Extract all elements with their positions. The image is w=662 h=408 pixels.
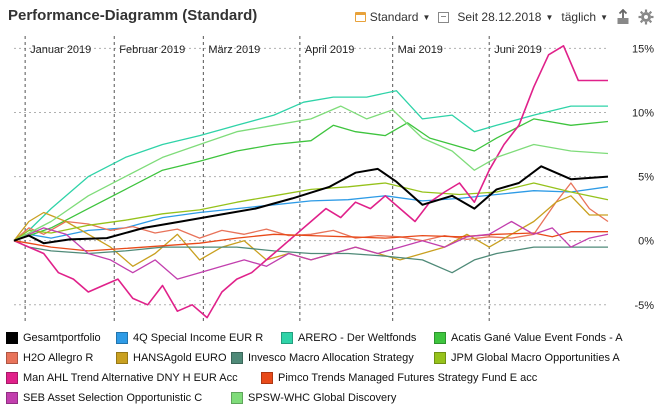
legend-swatch <box>6 352 18 364</box>
series-line <box>13 45 608 319</box>
legend-item[interactable]: HANSAgold EURO <box>116 352 227 364</box>
share-icon[interactable] <box>616 9 630 25</box>
legend-item[interactable]: 4Q Special Income EUR R <box>116 332 263 344</box>
legend-swatch <box>261 372 273 384</box>
calendar-icon <box>354 12 366 22</box>
chevron-down-icon: ▼ <box>422 12 431 22</box>
series-line <box>13 195 608 267</box>
legend-item[interactable]: ARERO - Der Weltfonds <box>281 332 416 344</box>
legend-label: JPM Global Macro Opportunities A <box>451 352 620 364</box>
document-icon[interactable] <box>438 11 450 23</box>
chevron-down-icon: ▼ <box>545 12 554 22</box>
legend-swatch <box>6 392 18 404</box>
legend-item[interactable]: H2O Allegro R <box>6 352 93 364</box>
preset-dropdown[interactable]: Standard ▼ <box>354 10 450 24</box>
legend-swatch <box>116 332 128 344</box>
legend-swatch <box>231 392 243 404</box>
series-line <box>13 182 609 242</box>
since-label: Seit 28.12.2018 <box>457 10 542 24</box>
legend-item[interactable]: SEB Asset Selection Opportunistic C <box>6 392 202 404</box>
series-line <box>13 118 609 242</box>
gear-icon[interactable] <box>638 9 654 25</box>
series-line <box>13 165 609 245</box>
series-line <box>13 105 609 242</box>
chart-header: Performance-Diagramm (Standard) Standard… <box>0 0 662 34</box>
x-tick-label: Januar 2019 <box>30 44 91 56</box>
legend-label: 4Q Special Income EUR R <box>133 332 264 344</box>
legend-swatch <box>434 332 446 344</box>
series-line <box>13 231 608 252</box>
legend-item[interactable]: Pimco Trends Managed Futures Strategy Fu… <box>261 372 537 384</box>
x-tick-label: März 2019 <box>208 44 260 56</box>
series-line <box>13 186 609 242</box>
interval-label: täglich <box>561 10 597 24</box>
legend-label: Acatis Gané Value Event Fonds - A <box>451 332 623 344</box>
legend-swatch <box>231 352 243 364</box>
chevron-down-icon: ▼ <box>600 12 608 22</box>
x-tick-label: Februar 2019 <box>119 44 185 56</box>
series-line <box>13 90 608 242</box>
legend-label: Gesamtportfolio <box>23 332 101 344</box>
interval-dropdown[interactable]: täglich ▼ <box>561 10 608 24</box>
legend-item[interactable]: Gesamtportfolio <box>6 332 101 344</box>
legend-swatch <box>281 332 293 344</box>
legend-item[interactable]: JPM Global Macro Opportunities A <box>434 352 620 364</box>
legend-label: Pimco Trends Managed Futures Strategy Fu… <box>278 372 538 384</box>
y-tick-label: 0% <box>638 236 654 248</box>
legend-swatch <box>6 372 18 384</box>
legend-label: H2O Allegro R <box>23 352 94 364</box>
y-tick-label: 10% <box>632 108 654 120</box>
legend-label: ARERO - Der Weltfonds <box>298 332 417 344</box>
series-line <box>13 220 609 280</box>
preset-label: Standard <box>369 10 419 24</box>
legend-item[interactable]: SPSW-WHC Global Discovery <box>231 392 396 404</box>
performance-chart[interactable]: -5% 0% 5% 10% 15% Januar 2019 Februar 2019 März… <box>0 34 662 328</box>
page-title: Performance-Diagramm (Standard) <box>8 7 258 24</box>
legend-label: SEB Asset Selection Opportunistic C <box>23 392 203 404</box>
legend-item[interactable]: Man AHL Trend Alternative DNY H EUR Acc <box>6 372 238 384</box>
legend-swatch <box>434 352 446 364</box>
series-line <box>13 182 609 242</box>
toolbar: Standard ▼ Seit 28.12.2018 ▼ täglich ▼ <box>354 8 654 26</box>
series-line <box>13 240 608 274</box>
y-tick-label: -5% <box>634 300 654 312</box>
legend-label: SPSW-WHC Global Discovery <box>248 392 397 404</box>
x-tick-label: April 2019 <box>305 44 355 56</box>
y-tick-label: 5% <box>638 172 654 184</box>
legend-label: Man AHL Trend Alternative DNY H EUR Acc <box>23 372 238 384</box>
legend-label: HANSAgold EURO <box>133 352 227 364</box>
chart-area: -5% 0% 5% 10% 15% Januar 2019 Februar 2019 März… <box>0 34 662 328</box>
legend-swatch <box>116 352 128 364</box>
legend-item[interactable]: Invesco Macro Allocation Strategy <box>231 352 414 364</box>
y-tick-label: 15% <box>632 43 654 55</box>
legend-item[interactable]: Acatis Gané Value Event Fonds - A <box>434 332 623 344</box>
x-tick-label: Mai 2019 <box>398 44 443 56</box>
legend-swatch <box>6 332 18 344</box>
since-dropdown[interactable]: Seit 28.12.2018 ▼ <box>457 10 553 24</box>
legend-label: Invesco Macro Allocation Strategy <box>248 352 414 364</box>
x-tick-label: Juni 2019 <box>494 44 542 56</box>
